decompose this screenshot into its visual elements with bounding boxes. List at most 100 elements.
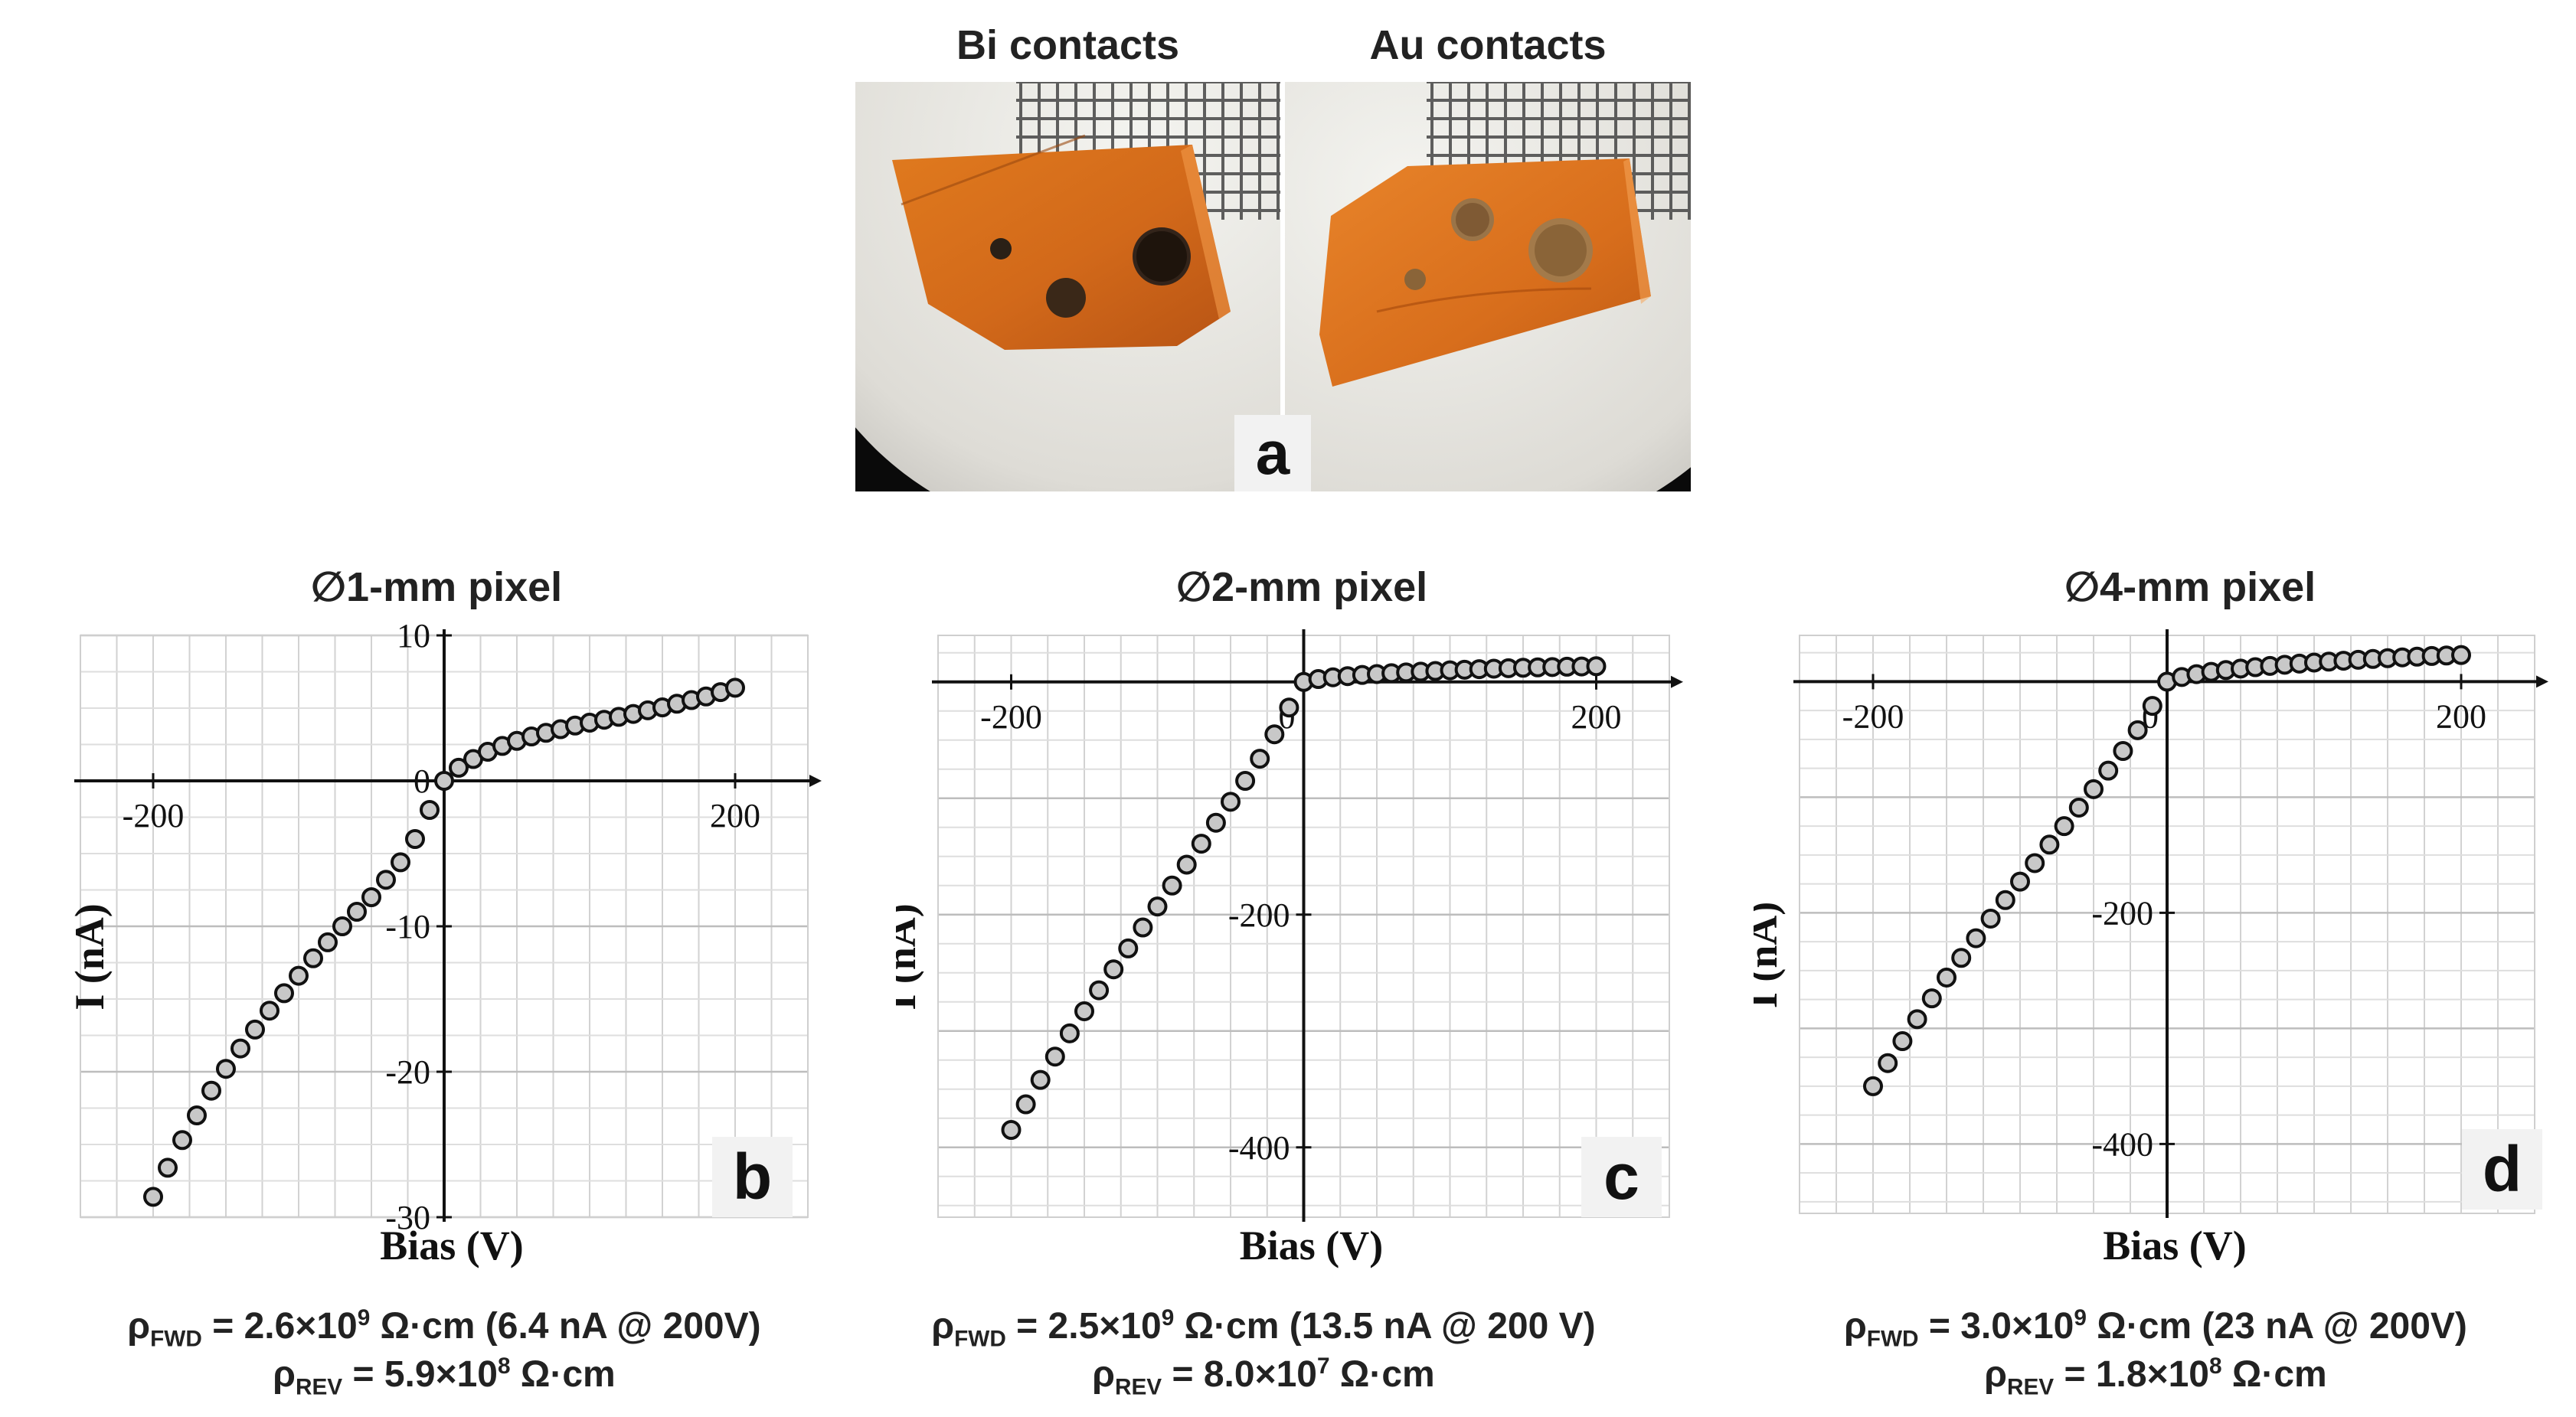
data-point: [158, 1157, 178, 1178]
data-point: [1937, 967, 1957, 988]
data-point: [1995, 890, 2015, 910]
x-tick-label: 200: [710, 797, 760, 834]
y-tick-label: 10: [397, 620, 430, 655]
x-tick-label: -200: [123, 797, 185, 834]
data-point: [274, 983, 294, 1004]
y-tick-label: -10: [385, 908, 430, 945]
y-tick-label: -30: [385, 1199, 430, 1236]
data-point: [1147, 896, 1168, 917]
data-point: [1892, 1031, 1913, 1052]
data-point: [1191, 834, 1211, 854]
x-axis-arrow: [2536, 675, 2548, 688]
data-point: [1205, 812, 1226, 833]
data-point: [1221, 792, 1241, 812]
panel-d-title: ∅4-mm pixel: [2064, 564, 2316, 610]
rho-fwd-d: ρFWD = 3.0×109 Ω·cm (23 nA @ 200V): [1844, 1305, 2467, 1352]
data-point: [1074, 1001, 1094, 1021]
y-tick-label: 0: [414, 762, 430, 800]
panel-b-label: b: [712, 1137, 793, 1217]
data-point: [1059, 1023, 1080, 1043]
y-axis-title: I (nA): [73, 903, 113, 1011]
data-series: [1001, 656, 1607, 1140]
data-point: [434, 771, 454, 791]
data-point: [1279, 697, 1299, 718]
y-axis-title: I (nA): [1754, 902, 1786, 1009]
data-point: [391, 852, 410, 873]
panel-d-label: d: [2462, 1129, 2542, 1210]
data-point: [420, 800, 440, 820]
photo-bi-contacts: [855, 82, 1280, 491]
data-point: [143, 1187, 163, 1207]
data-point: [2142, 696, 2162, 717]
photo-title-bi: Bi contacts: [956, 22, 1180, 68]
y-tick-label: -400: [2091, 1125, 2153, 1163]
data-point: [2098, 760, 2119, 781]
crystal-au-image: [1285, 82, 1691, 491]
data-point: [2054, 816, 2074, 837]
data-point: [2039, 834, 2060, 855]
data-point: [1878, 1053, 1898, 1073]
data-point: [2113, 741, 2133, 761]
data-point: [1030, 1069, 1051, 1090]
x-axis-arrow: [809, 775, 822, 787]
data-point: [1133, 917, 1153, 938]
data-point: [1001, 1120, 1022, 1140]
data-point: [1921, 988, 1942, 1009]
data-point: [2010, 871, 2030, 892]
data-point: [1103, 959, 1124, 980]
panel-b-title: ∅1-mm pixel: [310, 564, 563, 610]
x-tick-label: 200: [1571, 698, 1622, 736]
data-point: [230, 1038, 250, 1059]
y-tick-label: -400: [1228, 1129, 1290, 1167]
data-point: [1089, 980, 1110, 1001]
data-point: [289, 965, 309, 986]
data-point: [376, 870, 396, 890]
data-point: [725, 677, 745, 698]
rho-fwd-c: ρFWD = 2.5×109 Ω·cm (13.5 nA @ 200 V): [931, 1305, 1596, 1352]
data-point: [1015, 1094, 1036, 1115]
rho-rev-c: ρREV = 8.0×107 Ω·cm: [1092, 1353, 1435, 1400]
data-point: [2127, 720, 2148, 740]
rho-rev-b: ρREV = 5.9×108 Ω·cm: [273, 1353, 616, 1400]
data-point: [1162, 875, 1182, 896]
data-point: [2451, 645, 2471, 665]
data-point: [1044, 1046, 1065, 1067]
photo-title-au: Au contacts: [1369, 22, 1607, 68]
data-point: [1118, 938, 1139, 958]
panel-a-label: a: [1234, 415, 1311, 491]
data-point: [361, 887, 381, 907]
data-series: [143, 677, 745, 1207]
data-point: [172, 1130, 192, 1151]
panel-c-title: ∅2-mm pixel: [1175, 564, 1428, 610]
y-axis-title: I (nA): [896, 903, 924, 1011]
data-point: [1250, 749, 1270, 769]
data-point: [245, 1019, 265, 1040]
data-point: [1907, 1009, 1927, 1030]
data-point: [1586, 656, 1607, 677]
data-point: [1980, 908, 2001, 929]
data-point: [2084, 779, 2104, 799]
data-point: [201, 1080, 221, 1101]
crystal-bi-image: [855, 82, 1280, 491]
x-axis-title: Bias (V): [1240, 1223, 1384, 1268]
x-axis-title: Bias (V): [2103, 1223, 2247, 1268]
x-axis-title: Bias (V): [380, 1223, 524, 1268]
data-point: [1966, 928, 1986, 948]
y-tick-label: -20: [385, 1053, 430, 1091]
data-point: [187, 1105, 207, 1125]
data-point: [332, 916, 352, 936]
data-point: [1176, 854, 1197, 875]
x-tick-label: 200: [2436, 697, 2486, 735]
data-point: [2025, 853, 2045, 873]
data-point: [405, 829, 425, 849]
data-point: [1951, 948, 1972, 968]
x-axis-arrow: [1671, 675, 1683, 688]
y-tick-label: -200: [2091, 894, 2153, 932]
rho-rev-d: ρREV = 1.8×108 Ω·cm: [1984, 1353, 2327, 1400]
data-point: [2068, 797, 2089, 818]
